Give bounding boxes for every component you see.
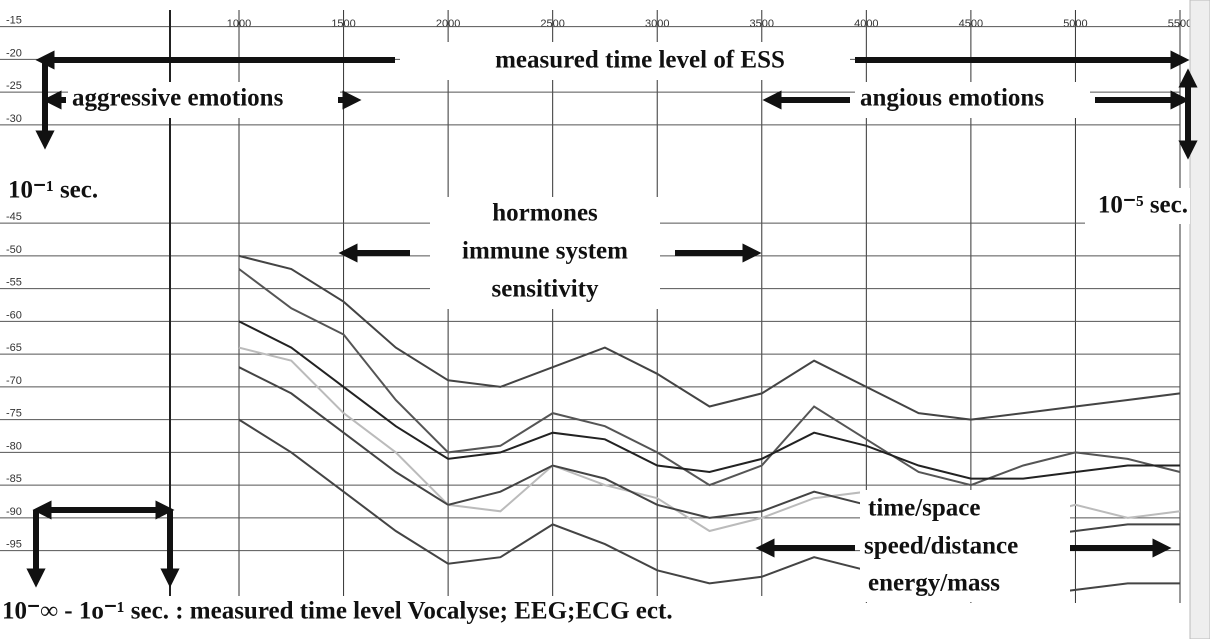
series-line <box>238 254 1181 421</box>
annotation: sensitivity <box>492 276 599 303</box>
series-line <box>238 268 1181 487</box>
y-tick-label: -25 <box>6 80 22 92</box>
y-tick-label: -80 <box>6 440 22 452</box>
label-bg <box>68 82 340 118</box>
label-bg <box>860 490 1070 602</box>
x-tick-label: 2500 <box>540 18 564 30</box>
x-tick-label: 2000 <box>436 18 460 30</box>
x-tick-label: 4000 <box>854 18 878 30</box>
y-tick-label: -65 <box>6 342 22 354</box>
label-bg <box>400 42 850 80</box>
annotation: measured time level of ESS <box>495 47 785 74</box>
annotation: energy/mass <box>868 570 1000 597</box>
x-tick-label: 1500 <box>331 18 355 30</box>
label-bg <box>1085 188 1190 224</box>
annotations: measured time level of ESS aggressive em… <box>2 47 1188 625</box>
x-tick-label: 4500 <box>959 18 983 30</box>
annotation: 10⁻⁵ sec. <box>1098 192 1188 219</box>
x-tick-label: 5500 <box>1168 18 1192 30</box>
annotation: hormones <box>492 200 598 227</box>
y-tick-label: -45 <box>6 211 22 223</box>
y-tick-label: -75 <box>6 408 22 420</box>
y-tick-label: -95 <box>6 539 22 551</box>
x-tick-label: 1000 <box>227 18 251 30</box>
y-tick-label: -70 <box>6 375 22 387</box>
y-tick-label: -30 <box>6 113 22 125</box>
label-bg <box>0 596 860 630</box>
label-bg <box>430 197 660 309</box>
annotation: angious emotions <box>860 85 1044 112</box>
y-tick-label: -50 <box>6 244 22 256</box>
y-tick-label: -90 <box>6 506 22 518</box>
label-bg <box>855 82 1090 118</box>
y-tick-label: -20 <box>6 47 22 59</box>
annotation: 10⁻¹ sec. <box>8 177 98 204</box>
y-tick-label: -85 <box>6 473 22 485</box>
arrows <box>26 50 1198 588</box>
series-line <box>238 320 1180 480</box>
x-tick-label: 3000 <box>645 18 669 30</box>
annotation: aggressive emotions <box>72 85 284 112</box>
annotation: time/space <box>868 495 980 522</box>
y-tick-label: -15 <box>6 15 22 27</box>
y-tick-label: -60 <box>6 309 22 321</box>
scrollbar <box>1189 0 1210 639</box>
x-tick-label: 3500 <box>750 18 774 30</box>
label-bg <box>0 172 128 210</box>
x-tick-label: 5000 <box>1063 18 1087 30</box>
annotation: speed/distance <box>864 533 1018 560</box>
annotation: 10⁻∞ - 1o⁻¹ sec. : measured time level V… <box>2 598 673 625</box>
y-tick-label: -55 <box>6 277 22 289</box>
annotation: immune system <box>462 238 628 265</box>
